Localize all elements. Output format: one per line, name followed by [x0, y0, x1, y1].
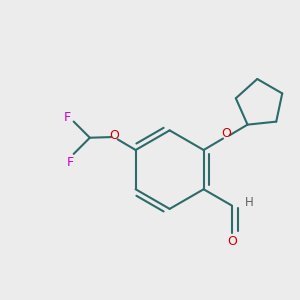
Text: O: O — [110, 129, 119, 142]
Text: F: F — [64, 111, 71, 124]
Text: O: O — [227, 235, 237, 248]
Text: F: F — [67, 156, 74, 169]
Text: H: H — [244, 196, 253, 209]
Text: O: O — [221, 127, 231, 140]
